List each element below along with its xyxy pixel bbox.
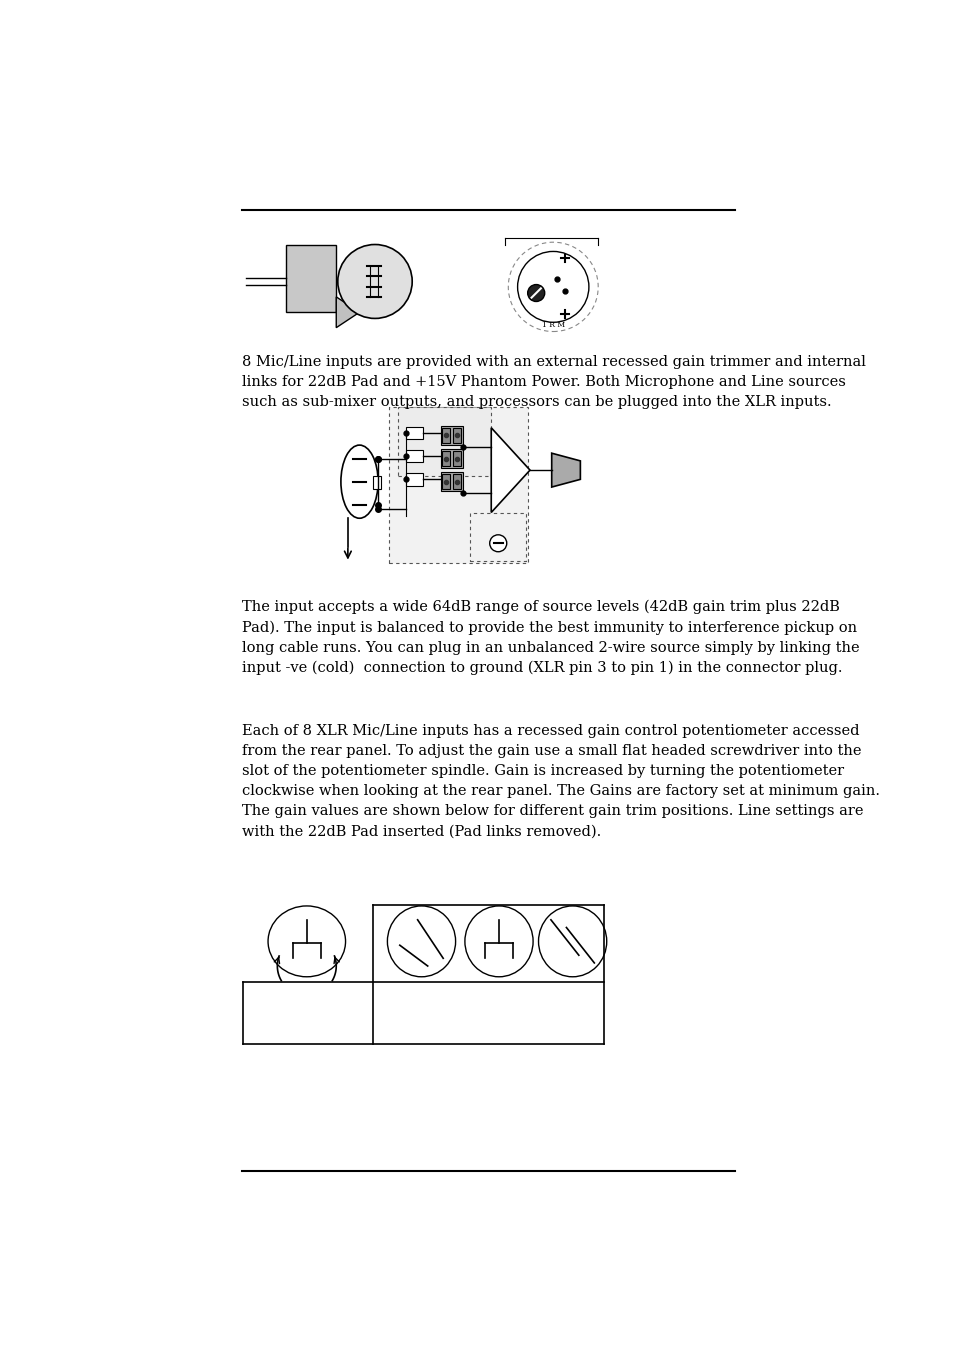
Circle shape xyxy=(527,285,544,301)
Text: 8 Mic/Line inputs are provided with an external recessed gain trimmer and intern: 8 Mic/Line inputs are provided with an e… xyxy=(242,354,865,409)
Bar xyxy=(453,474,460,489)
Polygon shape xyxy=(491,428,530,512)
Circle shape xyxy=(489,535,506,551)
Bar xyxy=(406,450,422,462)
Polygon shape xyxy=(335,297,359,328)
Bar xyxy=(406,427,422,439)
Bar xyxy=(440,473,462,490)
Bar xyxy=(397,407,491,477)
Text: 1 R M: 1 R M xyxy=(542,322,565,328)
Bar xyxy=(442,428,450,443)
Ellipse shape xyxy=(464,907,533,977)
Ellipse shape xyxy=(340,444,377,519)
Bar xyxy=(440,426,462,444)
Circle shape xyxy=(508,242,598,331)
Bar xyxy=(389,407,528,562)
Bar xyxy=(286,245,335,312)
Bar xyxy=(442,474,450,489)
Text: Each of 8 XLR Mic/Line inputs has a recessed gain control potentiometer accessed: Each of 8 XLR Mic/Line inputs has a rece… xyxy=(242,724,880,839)
Bar xyxy=(470,513,525,561)
Circle shape xyxy=(337,245,412,319)
Bar xyxy=(453,451,460,466)
Bar xyxy=(406,473,422,485)
Bar xyxy=(442,451,450,466)
Ellipse shape xyxy=(268,907,345,977)
Ellipse shape xyxy=(387,907,456,977)
Text: The input accepts a wide 64dB range of source levels (42dB gain trim plus 22dB
P: The input accepts a wide 64dB range of s… xyxy=(242,600,860,676)
Circle shape xyxy=(517,251,588,323)
Bar xyxy=(453,428,460,443)
Polygon shape xyxy=(551,453,579,488)
Ellipse shape xyxy=(537,907,606,977)
Bar xyxy=(373,476,381,489)
Bar xyxy=(440,450,462,467)
